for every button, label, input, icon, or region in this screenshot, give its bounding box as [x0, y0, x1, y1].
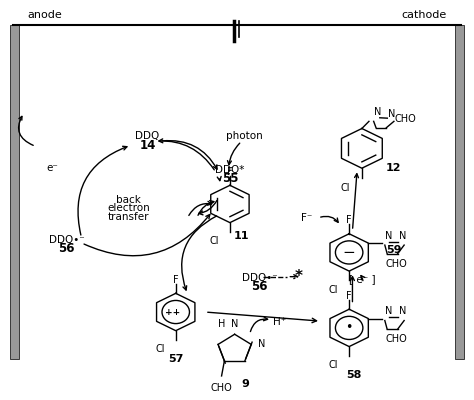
- Text: 57: 57: [168, 354, 183, 364]
- Text: H⁺: H⁺: [273, 317, 286, 327]
- Text: CHO: CHO: [386, 259, 408, 269]
- Text: •: •: [346, 322, 353, 334]
- Text: CHO: CHO: [211, 383, 232, 393]
- Text: ++: ++: [165, 308, 181, 316]
- Text: F: F: [227, 167, 233, 177]
- Text: back: back: [116, 195, 141, 205]
- Text: N: N: [399, 306, 406, 316]
- Text: N: N: [258, 340, 265, 350]
- Text: 55: 55: [222, 172, 238, 186]
- Text: DDQ: DDQ: [136, 132, 160, 142]
- Text: N: N: [374, 107, 381, 117]
- Text: F: F: [173, 275, 179, 285]
- Text: DDQ*: DDQ*: [215, 165, 245, 175]
- Text: 12: 12: [386, 163, 401, 173]
- Text: Cl: Cl: [341, 183, 350, 193]
- Text: F⁻: F⁻: [301, 213, 312, 223]
- Text: N: N: [231, 319, 238, 329]
- Text: DDQ•⁻: DDQ•⁻: [48, 235, 84, 245]
- Text: 14: 14: [139, 139, 155, 152]
- Bar: [10, 25, 19, 359]
- Text: Cl: Cl: [329, 360, 338, 370]
- Text: N: N: [388, 108, 395, 118]
- Text: 58: 58: [346, 370, 362, 380]
- Text: Cl: Cl: [210, 236, 219, 246]
- Text: electron: electron: [107, 203, 150, 213]
- Text: CHO: CHO: [386, 334, 408, 344]
- Text: DDQ•⁻: DDQ•⁻: [242, 273, 277, 283]
- Text: −: −: [343, 245, 356, 260]
- Text: F: F: [346, 291, 352, 301]
- Text: Cl: Cl: [329, 285, 338, 295]
- Text: N: N: [399, 231, 406, 241]
- Text: transfer: transfer: [108, 212, 149, 222]
- Text: [ e⁻ ]: [ e⁻ ]: [348, 274, 375, 284]
- Text: cathode: cathode: [401, 10, 447, 20]
- Text: anode: anode: [27, 10, 62, 20]
- Bar: [455, 25, 464, 359]
- Text: F: F: [346, 215, 352, 225]
- Text: photon: photon: [226, 132, 263, 142]
- Text: 56: 56: [58, 242, 75, 255]
- Text: 11: 11: [233, 231, 249, 241]
- Text: 9: 9: [241, 379, 249, 389]
- Text: *: *: [294, 269, 302, 284]
- Text: N: N: [385, 306, 392, 316]
- Text: N: N: [385, 231, 392, 241]
- Text: 56: 56: [251, 280, 268, 294]
- Text: Cl: Cl: [155, 344, 165, 354]
- Text: 59: 59: [386, 246, 401, 256]
- Text: e⁻: e⁻: [46, 163, 58, 173]
- Text: CHO: CHO: [395, 114, 417, 124]
- Text: H: H: [218, 319, 225, 329]
